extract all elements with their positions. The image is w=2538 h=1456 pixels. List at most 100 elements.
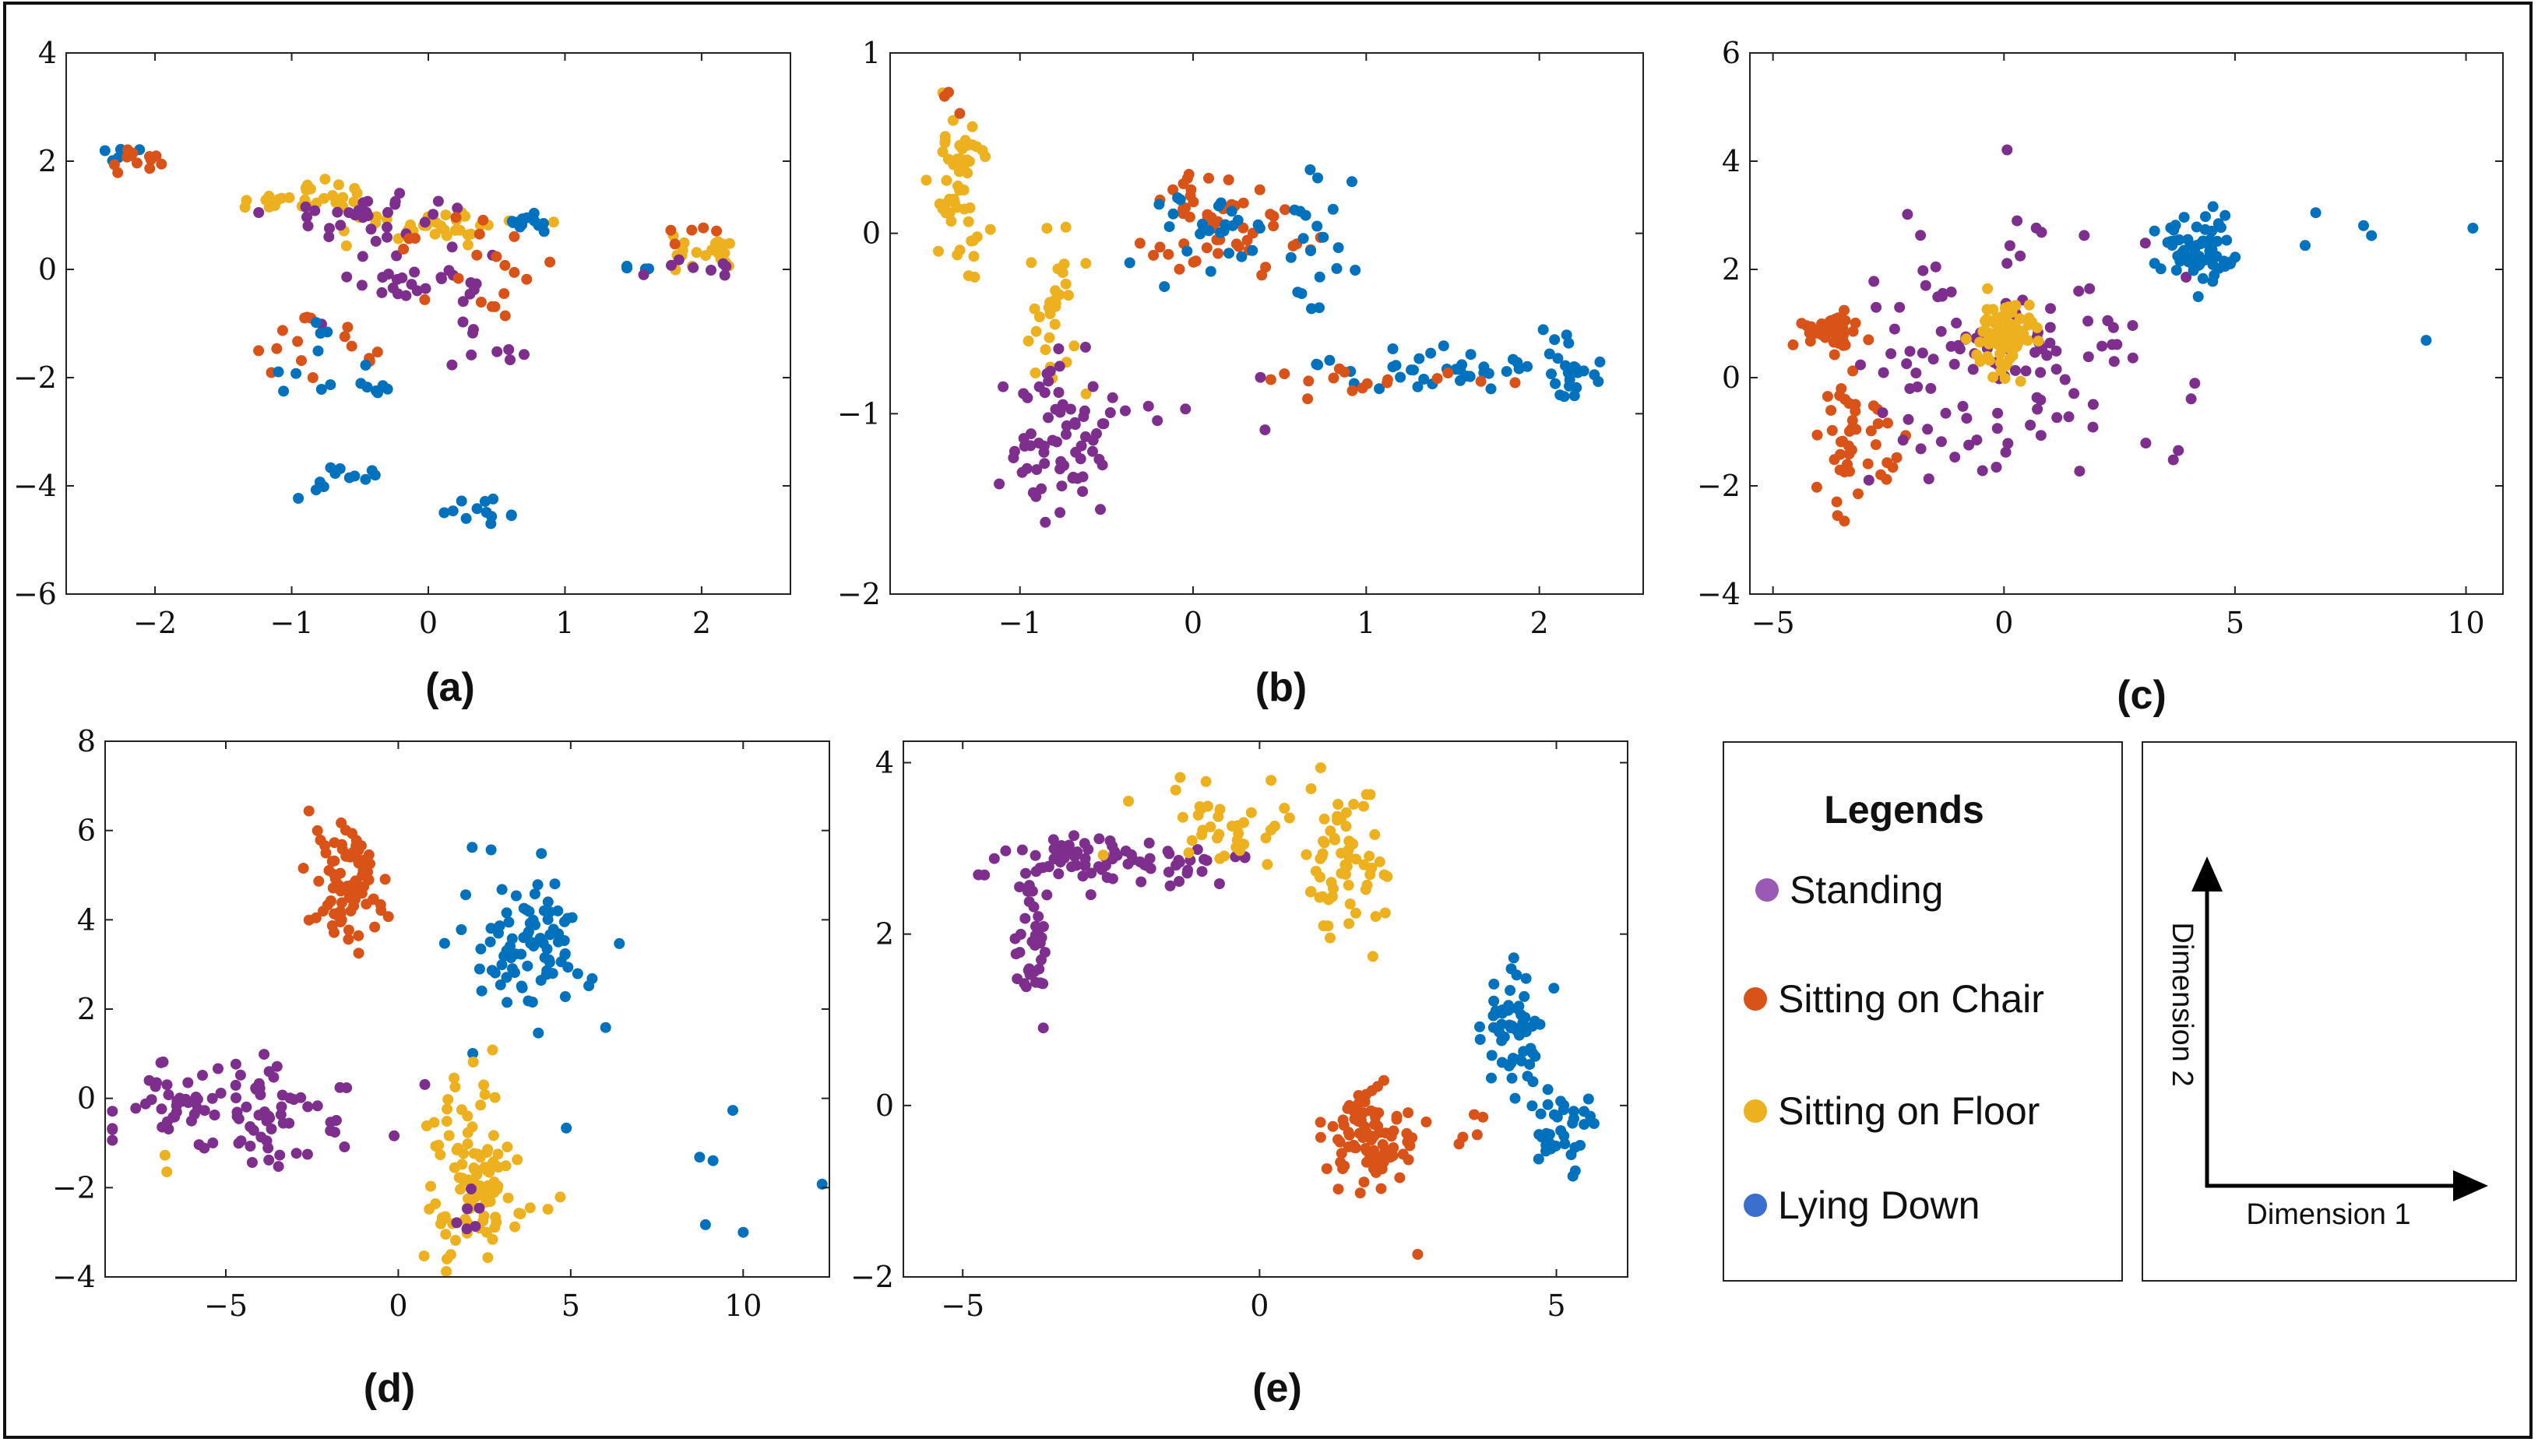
point-standing	[253, 207, 265, 218]
point-standing	[1034, 862, 1046, 874]
point-sitting-on-floor	[1232, 820, 1244, 832]
point-sitting-on-floor	[1301, 849, 1312, 860]
point-sitting-on-chair	[325, 895, 336, 907]
point-standing	[457, 316, 469, 328]
point-standing	[1030, 930, 1041, 941]
point-lying-down	[1425, 347, 1437, 359]
point-lying-down	[2223, 257, 2234, 269]
point-standing	[1948, 358, 1960, 370]
y-tick-label: 2	[77, 992, 96, 1026]
point-sitting-on-floor	[1200, 775, 1212, 787]
point-lying-down	[2358, 220, 2369, 231]
point-standing	[2107, 322, 2119, 333]
point-sitting-on-chair	[371, 346, 383, 358]
point-standing	[230, 1058, 241, 1070]
point-lying-down	[2178, 212, 2190, 223]
point-lying-down	[1478, 361, 1490, 373]
point-sitting-on-chair	[1816, 318, 1828, 329]
point-standing	[994, 478, 1005, 490]
point-sitting-on-chair	[1185, 184, 1197, 195]
point-sitting-on-floor	[333, 179, 344, 191]
point-lying-down	[507, 963, 518, 975]
y-tick-label: 1	[862, 36, 881, 70]
point-standing	[245, 1121, 256, 1132]
point-standing	[290, 1148, 302, 1159]
point-lying-down	[1515, 1055, 1527, 1067]
point-standing	[519, 349, 530, 360]
y-tick-label: 0	[1722, 360, 1741, 395]
point-lying-down	[1565, 1149, 1577, 1160]
point-sitting-on-floor	[474, 1152, 486, 1163]
point-lying-down	[2197, 273, 2209, 284]
point-lying-down	[2221, 234, 2233, 246]
point-standing	[174, 1092, 185, 1104]
point-lying-down	[1527, 1076, 1539, 1088]
panel-label-e: (e)	[1252, 1366, 1302, 1411]
point-lying-down	[456, 495, 467, 507]
point-sitting-on-chair	[342, 322, 354, 333]
dimension-key-box	[2142, 741, 2517, 1282]
point-sitting-on-floor	[478, 1079, 490, 1091]
point-standing	[2140, 438, 2152, 449]
point-lying-down	[503, 916, 515, 928]
point-sitting-on-chair	[253, 345, 265, 357]
point-sitting-on-floor	[1325, 932, 1336, 944]
figure-frame	[3, 2, 2533, 1439]
point-sitting-on-chair	[509, 266, 520, 278]
point-sitting-on-floor	[429, 228, 441, 240]
point-sitting-on-floor	[1340, 868, 1351, 880]
point-sitting-on-floor	[265, 199, 276, 211]
point-lying-down	[480, 507, 492, 518]
y-tick-label: −2	[850, 1260, 894, 1294]
point-standing	[391, 273, 403, 285]
scatter-panel-a: −2 −1 0 1 2 −6 −4 −2 0 2 4 (a)	[13, 36, 791, 710]
point-lying-down	[1540, 1127, 1552, 1139]
point-standing	[1048, 853, 1060, 864]
point-lying-down	[1311, 220, 1323, 232]
point-standing	[2035, 430, 2047, 441]
point-standing	[255, 1131, 267, 1143]
point-standing	[420, 283, 431, 294]
point-sitting-on-chair	[711, 225, 723, 237]
point-standing	[446, 241, 458, 253]
point-lying-down	[315, 384, 327, 395]
point-lying-down	[586, 972, 598, 984]
point-sitting-on-chair	[1177, 178, 1189, 189]
point-lying-down	[2192, 291, 2204, 302]
point-standing	[1949, 452, 1961, 463]
point-standing	[335, 220, 347, 231]
point-standing	[1871, 301, 1882, 313]
point-lying-down	[1512, 1003, 1523, 1015]
point-standing	[443, 265, 455, 276]
point-standing	[1991, 423, 2003, 434]
point-standing	[2063, 411, 2075, 423]
point-sitting-on-chair	[1403, 1154, 1414, 1166]
point-standing	[1053, 343, 1065, 354]
point-sitting-on-chair	[1167, 184, 1179, 195]
point-lying-down	[1418, 374, 1430, 385]
point-sitting-on-chair	[145, 154, 157, 166]
point-lying-down	[1542, 1084, 1554, 1096]
point-standing	[300, 201, 312, 213]
point-lying-down	[1486, 1050, 1498, 1061]
point-sitting-on-chair	[1373, 1107, 1385, 1119]
point-lying-down	[2467, 223, 2479, 234]
point-sitting-on-chair	[477, 214, 489, 226]
point-standing	[1182, 864, 1194, 876]
point-sitting-on-chair	[296, 355, 307, 367]
x-tick-label: 0	[1184, 606, 1202, 640]
point-lying-down	[1506, 1072, 1518, 1084]
point-standing	[1139, 859, 1150, 870]
dimension-1-label: Dimension 1	[2246, 1198, 2410, 1231]
point-lying-down	[1297, 233, 1309, 244]
y-tick-label: 4	[875, 746, 894, 780]
point-standing	[156, 1103, 167, 1115]
point-standing	[2035, 367, 2047, 378]
point-sitting-on-chair	[1394, 1172, 1406, 1183]
point-standing	[1070, 446, 1082, 458]
point-lying-down	[533, 220, 544, 231]
point-sitting-on-chair	[1843, 398, 1855, 409]
point-standing	[2139, 237, 2151, 249]
point-sitting-on-chair	[1403, 1107, 1414, 1119]
point-sitting-on-floor	[441, 1116, 452, 1127]
